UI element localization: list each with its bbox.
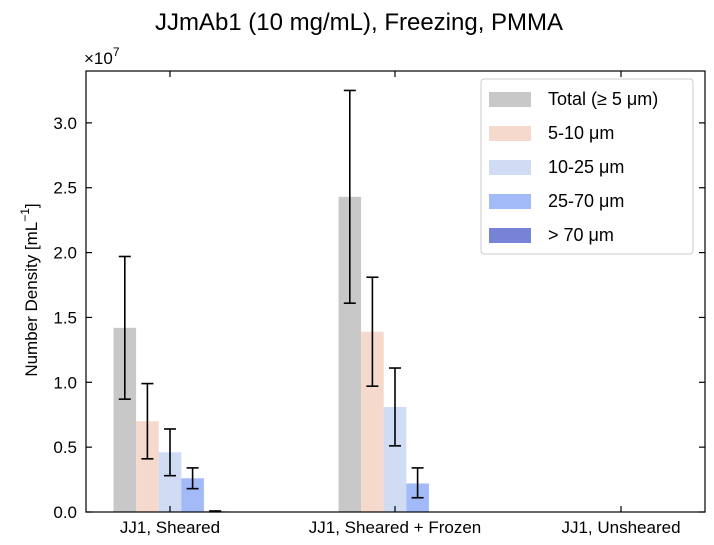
bar <box>158 452 182 512</box>
y-tick-label: 2.0 <box>53 244 77 263</box>
y-tick-label: 0.5 <box>53 438 77 457</box>
y-tick-label: 2.5 <box>53 179 77 198</box>
y-tick-label: 1.5 <box>53 308 77 327</box>
chart-title: JJmAb1 (10 mg/mL), Freezing, PMMA <box>155 9 563 36</box>
y-axis-label: Number Density [mL−1] <box>18 203 41 376</box>
legend-swatch <box>489 92 531 107</box>
legend-box <box>480 78 694 255</box>
x-tick-label: JJ1, Unsheared <box>561 518 680 537</box>
y-tick-label: 0.0 <box>53 503 77 522</box>
legend-label: 25-70 μm <box>548 191 624 211</box>
bar <box>361 331 384 512</box>
y-tick-label: 3.0 <box>53 114 77 133</box>
legend-swatch <box>489 126 531 141</box>
y-tick-label: 1.0 <box>53 373 77 392</box>
legend-label: > 70 μm <box>548 225 614 245</box>
bar <box>136 421 159 512</box>
legend-swatch <box>489 160 531 175</box>
bar <box>338 196 362 513</box>
legend-swatch <box>489 194 531 209</box>
bar <box>181 478 204 512</box>
legend-label: 10-25 μm <box>548 157 624 177</box>
y-multiplier: ×107 <box>84 45 120 68</box>
legend-label: 5-10 μm <box>548 123 614 143</box>
legend: Total (≥ 5 μm) 5-10 μm 10-25 μm 25-70 μm > 7… <box>480 78 694 255</box>
bar <box>383 406 407 512</box>
legend-label: Total (≥ 5 μm) <box>548 89 658 109</box>
bar <box>113 327 137 512</box>
x-tick-label: JJ1, Sheared <box>120 518 220 537</box>
x-tick-label: JJ1, Sheared + Frozen <box>309 518 481 537</box>
plot-area: 0.0 0.5 1.0 1.5 2.0 2.5 3.0 JJ1, Sheared JJ1, Sh… <box>53 70 706 537</box>
legend-swatch <box>489 228 531 243</box>
